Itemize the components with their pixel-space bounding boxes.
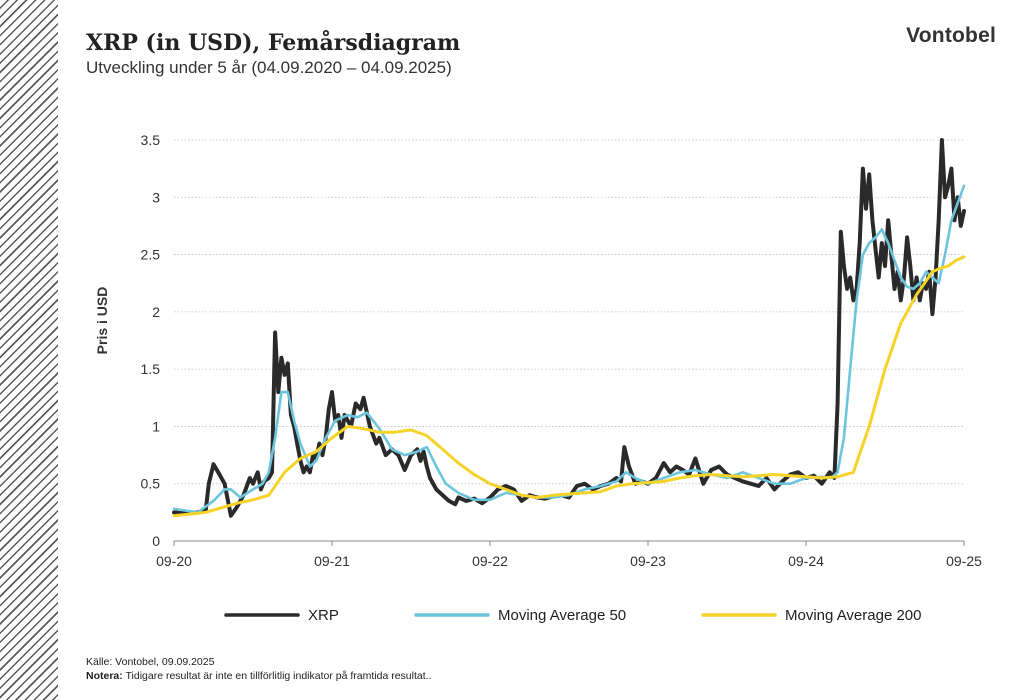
y-axis-ticks: 0 0.5 1 1.5 2 2.5 3 3.5 xyxy=(141,132,161,549)
note-body: Tidigare resultat är inte en tillförlitl… xyxy=(122,670,432,682)
brand-logo: Vontobel xyxy=(906,24,996,47)
legend-ma200: Moving Average 200 xyxy=(701,607,922,624)
note-text: Notera: Tidigare resultat är inte en til… xyxy=(86,670,432,682)
x-axis-ticks: 09-20 09-21 09-22 09-23 09-24 09-25 xyxy=(156,541,982,569)
y-tick-label: 0 xyxy=(152,533,160,549)
legend-label: XRP xyxy=(308,607,339,624)
y-tick-label: 3 xyxy=(152,189,160,205)
x-tick-label: 09-21 xyxy=(314,553,350,569)
grid-lines xyxy=(174,139,964,542)
x-tick-label: 09-25 xyxy=(946,553,982,569)
x-tick-label: 09-23 xyxy=(630,553,666,569)
legend: XRP Moving Average 50 Moving Average 200 xyxy=(224,607,922,624)
source-text: Källe: Vontobel, 09.09.2025 xyxy=(86,656,215,668)
y-tick-label: 3.5 xyxy=(141,132,161,148)
y-tick-label: 0.5 xyxy=(141,476,161,492)
x-tick-label: 09-22 xyxy=(472,553,508,569)
legend-xrp: XRP xyxy=(224,607,339,624)
y-axis-label: Pris i USD xyxy=(94,287,110,355)
x-tick-label: 09-24 xyxy=(788,553,824,569)
note-label: Notera: xyxy=(86,670,123,682)
ma50-series-line xyxy=(172,184,966,514)
legend-label: Moving Average 200 xyxy=(785,607,922,624)
y-tick-label: 1.5 xyxy=(141,361,161,377)
x-tick-label: 09-20 xyxy=(156,553,192,569)
legend-label: Moving Average 50 xyxy=(498,607,626,624)
y-tick-label: 1 xyxy=(152,418,160,434)
y-tick-label: 2 xyxy=(152,304,160,320)
chart-title: XRP (in USD), Femårsdiagram xyxy=(86,30,461,56)
chart-subtitle: Utveckling under 5 år (04.09.2020 – 04.0… xyxy=(86,58,452,77)
y-tick-label: 2.5 xyxy=(141,247,161,263)
legend-ma50: Moving Average 50 xyxy=(414,607,626,624)
series-lines xyxy=(172,138,966,518)
hatched-side-decoration xyxy=(0,0,58,700)
ma200-series-line xyxy=(172,255,966,518)
xrp-series-line xyxy=(172,138,966,518)
